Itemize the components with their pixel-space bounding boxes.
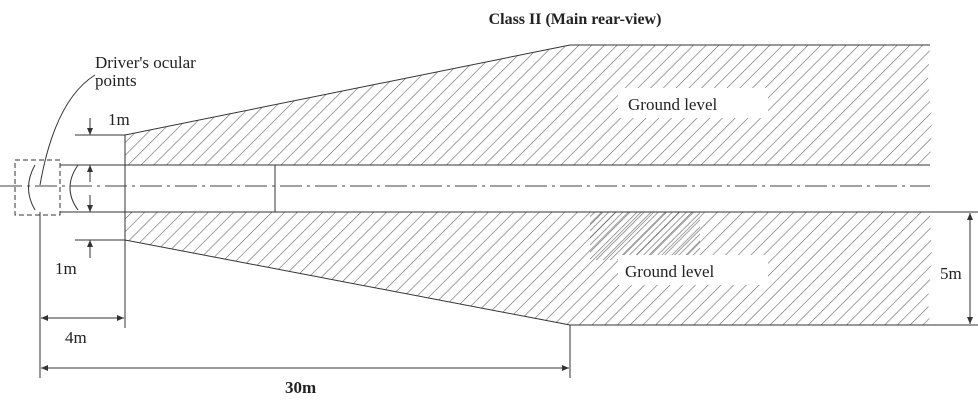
ocular-label: Driver's ocular xyxy=(95,53,196,72)
leader xyxy=(39,74,96,186)
dim-label: 1m xyxy=(55,259,77,278)
dim-label: 30m xyxy=(285,378,316,397)
upper-region xyxy=(125,45,932,165)
label-bg xyxy=(938,262,968,284)
dim-label: 4m xyxy=(65,328,87,347)
eye xyxy=(28,164,36,211)
ground-level-label: Ground level xyxy=(625,262,715,281)
lower-region xyxy=(125,212,932,325)
label-bg xyxy=(618,255,768,285)
title: Class II (Main rear-view) xyxy=(489,11,662,28)
eye-box xyxy=(14,159,61,216)
label-bg xyxy=(618,88,768,118)
dim-label: 5m xyxy=(940,264,962,283)
dark-hatch xyxy=(590,212,700,260)
eye xyxy=(69,164,79,211)
ocular-label: points xyxy=(95,71,137,90)
upper-edge xyxy=(124,44,930,136)
dim-label: 1m xyxy=(108,110,130,129)
ground-level-label: Ground level xyxy=(628,95,718,114)
